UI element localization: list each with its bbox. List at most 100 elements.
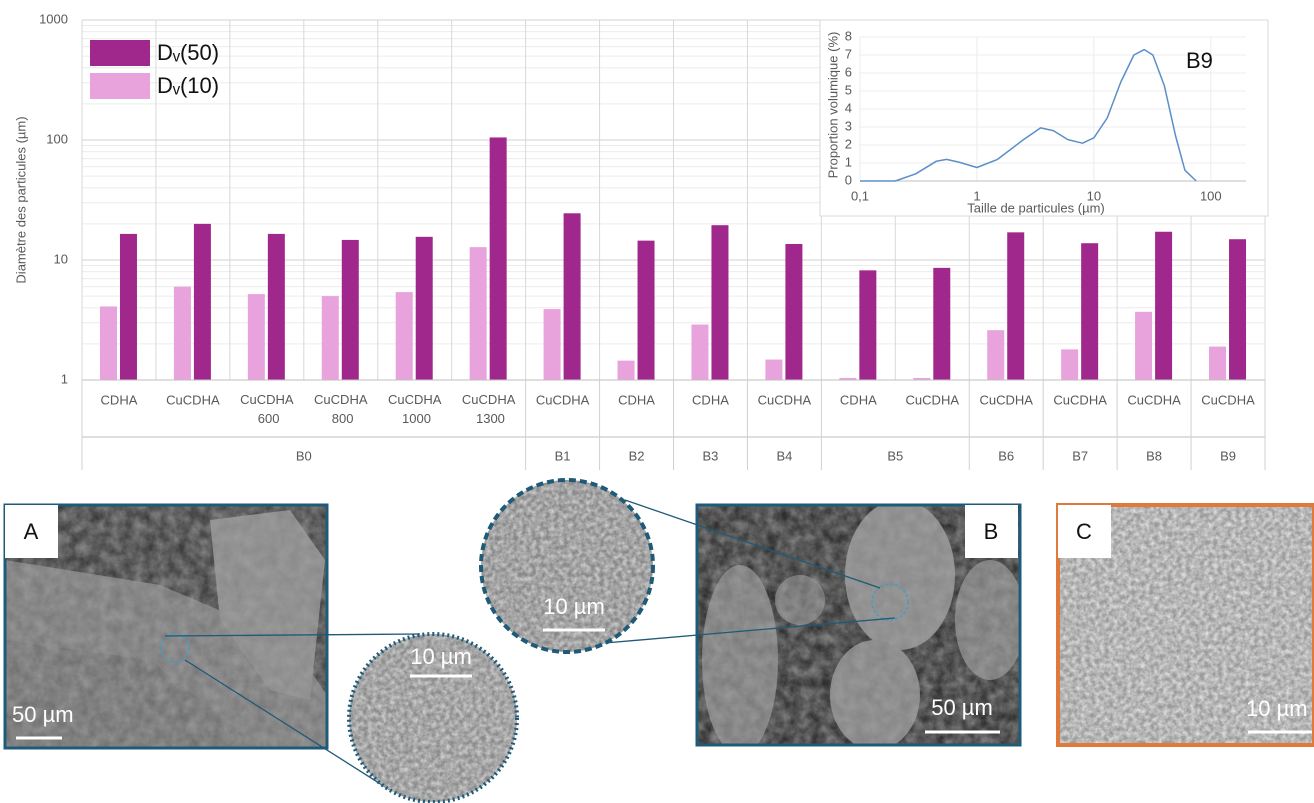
y-axis-label: Proportion volumique (%) xyxy=(825,32,840,179)
x-tick-label: CuCDHA 800 xyxy=(314,392,368,426)
group-label: B7 xyxy=(1072,448,1088,463)
x-tick-label: CuCDHA 1000 xyxy=(388,392,442,426)
bar xyxy=(173,286,191,380)
label-box xyxy=(1058,505,1111,558)
bar xyxy=(1155,231,1173,380)
y-tick-label: 0 xyxy=(845,172,852,187)
bar xyxy=(711,225,729,380)
bar xyxy=(1135,311,1153,380)
annotation: B9 xyxy=(1186,48,1213,73)
bar xyxy=(691,324,709,380)
scale-bar-label: 10 µm xyxy=(410,644,472,669)
label-box xyxy=(5,505,58,558)
label-box xyxy=(965,505,1018,558)
group-label: B4 xyxy=(776,448,792,463)
legend-swatch xyxy=(90,73,150,99)
y-tick-label: 3 xyxy=(845,118,852,133)
bar xyxy=(1007,232,1025,380)
panel-label: C xyxy=(1076,519,1092,544)
x-tick-label: CuCDHA 600 xyxy=(240,392,294,426)
x-tick-label: CuCDHA xyxy=(166,392,220,407)
y-tick-label: 1 xyxy=(61,371,68,386)
micrograph-b xyxy=(604,499,1022,747)
line xyxy=(860,48,1197,182)
y-tick-label: 1 xyxy=(845,154,852,169)
y-tick-label: 7 xyxy=(845,46,852,61)
x-tick-label: CuCDHA xyxy=(758,392,812,407)
legend-swatch xyxy=(90,40,150,66)
bar xyxy=(563,213,581,380)
bar xyxy=(267,233,285,380)
bar xyxy=(395,292,413,380)
bar xyxy=(193,223,211,380)
bar xyxy=(99,306,117,380)
x-tick-label: CuCDHA xyxy=(979,392,1033,407)
bar xyxy=(247,294,265,380)
x-tick-label: 100 xyxy=(1200,188,1222,203)
x-tick-label: CuCDHA xyxy=(536,392,590,407)
bar xyxy=(1209,346,1227,380)
bar xyxy=(839,377,857,380)
group-label: B2 xyxy=(629,448,645,463)
bar xyxy=(341,239,359,380)
bar xyxy=(489,137,507,380)
bar xyxy=(415,236,433,380)
x-tick-label: CDHA xyxy=(692,392,729,407)
bar xyxy=(765,359,783,380)
group-label: B8 xyxy=(1146,448,1162,463)
x-tick-label: CuCDHA xyxy=(1053,392,1107,407)
x-axis-label: Taille de particules (µm) xyxy=(967,200,1105,215)
y-tick-label: 100 xyxy=(46,131,68,146)
y-axis-label: Diamètre des particules (µm) xyxy=(13,116,28,283)
y-tick-label: 5 xyxy=(845,82,852,97)
zoom-a xyxy=(347,632,519,803)
group-label: B6 xyxy=(998,448,1014,463)
x-tick-label: CuCDHA 1300 xyxy=(462,392,516,426)
scale-bar-label: 10 µm xyxy=(543,594,605,619)
x-tick-label: CDHA xyxy=(101,392,138,407)
x-tick-label: CDHA xyxy=(618,392,655,407)
group-label: B9 xyxy=(1220,448,1236,463)
bar xyxy=(1061,349,1079,380)
legend-label: Dᵥ(50) xyxy=(157,40,219,65)
y-tick-label: 4 xyxy=(845,100,852,115)
scale-bar-label: 10 µm xyxy=(1246,696,1308,721)
x-tick-label: 1 xyxy=(973,188,980,203)
y-tick-label: 2 xyxy=(845,136,852,151)
bar xyxy=(933,267,951,380)
bar xyxy=(321,296,339,380)
bar xyxy=(913,377,931,380)
x-tick-label: CDHA xyxy=(840,392,877,407)
scale-bar-label: 50 µm xyxy=(12,702,74,727)
y-tick-label: 6 xyxy=(845,64,852,79)
x-tick-label: CuCDHA xyxy=(1127,392,1181,407)
x-tick-label: 10 xyxy=(1087,188,1101,203)
bar xyxy=(859,270,877,380)
panel-label: B xyxy=(984,519,999,544)
zoom-b xyxy=(479,478,655,654)
micrograph-a xyxy=(3,503,421,791)
scale-bar-label: 50 µm xyxy=(931,695,993,720)
group-label: B1 xyxy=(555,448,571,463)
bar xyxy=(785,243,803,380)
x-tick-label: CuCDHA xyxy=(1201,392,1255,407)
bar xyxy=(987,330,1005,380)
bar xyxy=(1229,239,1247,380)
x-tick-label: 0,1 xyxy=(851,188,869,203)
y-tick-label: 8 xyxy=(845,28,852,43)
y-tick-label: 1000 xyxy=(39,11,68,26)
x-tick-label: CuCDHA xyxy=(906,392,960,407)
bar xyxy=(469,247,487,380)
bar xyxy=(1081,243,1099,380)
group-label: B5 xyxy=(887,448,903,463)
inset-frame xyxy=(819,19,1269,217)
bar xyxy=(617,360,635,380)
y-tick-label: 10 xyxy=(54,251,68,266)
group-label: B3 xyxy=(703,448,719,463)
panel-label: A xyxy=(24,519,39,544)
group-label: B0 xyxy=(296,448,312,463)
bar xyxy=(543,309,561,380)
